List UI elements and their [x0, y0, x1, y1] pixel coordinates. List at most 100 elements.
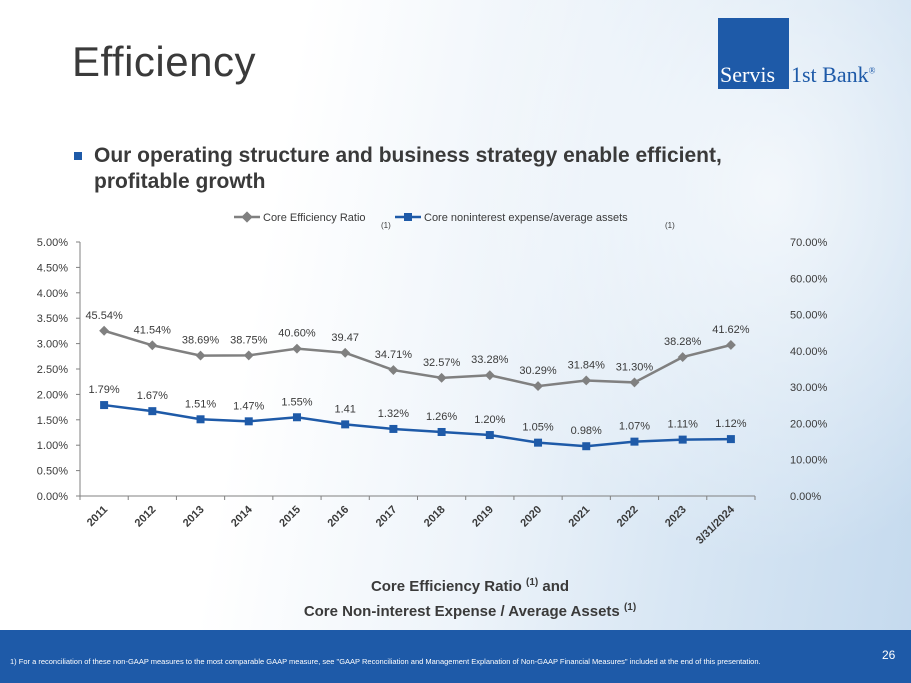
servis1st-logo: Servis 1st Bank® [718, 18, 890, 89]
data-label-core-efficiency: 41.62% [712, 324, 750, 336]
x-axis-tick-label: 2015 [277, 504, 303, 530]
left-axis-tick-label: 5.00% [37, 237, 68, 249]
right-axis-tick-label: 70.00% [790, 237, 828, 249]
caption-line-1-sup: (1) [525, 577, 539, 588]
data-point-core-efficiency [436, 372, 447, 383]
logo-text-1st-bank: 1st Bank [791, 62, 869, 87]
x-axis-tick-label: 2022 [615, 504, 641, 530]
data-point-core-efficiency [340, 347, 351, 358]
right-y-axis: 0.00% 10.00% 20.00% 30.00% 40.00% 50.00% 60.00… [790, 237, 828, 503]
chart-legend: Core Efficiency Ratio (1) Core noninterest… [234, 211, 675, 230]
right-axis-tick-label: 60.00% [790, 273, 828, 285]
data-point-noninterest [485, 431, 494, 440]
data-label-noninterest: 1.07% [619, 421, 650, 433]
left-axis-tick-label: 3.50% [37, 313, 68, 325]
left-axis-tick-label: 4.50% [37, 262, 68, 274]
data-label-noninterest: 1.20% [474, 414, 505, 426]
x-axis-tick-label: 2018 [422, 504, 448, 530]
x-axis-tick-label: 2017 [374, 504, 400, 530]
data-label-core-efficiency: 38.28% [664, 336, 702, 348]
data-label-noninterest: 1.55% [281, 396, 312, 408]
chart-series: 45.54% 41.54% 38.69% 38.75% 40.60% 39.47 34.71… [85, 310, 750, 451]
data-label-noninterest: 1.26% [426, 411, 457, 423]
data-point-core-efficiency [195, 350, 206, 361]
data-point-core-efficiency [99, 325, 110, 336]
data-point-noninterest [389, 424, 398, 433]
data-label-core-efficiency: 33.28% [471, 354, 509, 366]
logo-registered-mark: ® [868, 65, 876, 76]
data-point-core-efficiency [484, 370, 495, 381]
data-label-core-efficiency: 34.71% [375, 349, 413, 361]
data-label-core-efficiency: 30.29% [519, 365, 557, 377]
x-axis-tick-label: 2020 [518, 504, 544, 530]
series-line-core-efficiency [103, 329, 732, 388]
data-point-core-efficiency [388, 365, 399, 376]
data-label-noninterest: 1.41 [334, 403, 355, 415]
data-label-core-efficiency: 40.60% [278, 328, 316, 340]
caption-line-2-text: Core Non-interest Expense / Average Asse… [303, 603, 620, 620]
left-axis-tick-label: 0.00% [37, 491, 68, 503]
logo-text-servis: Servis [720, 62, 775, 87]
data-label-noninterest: 1.67% [137, 390, 168, 402]
legend-marker-noninterest [404, 213, 412, 221]
data-point-core-efficiency [725, 340, 736, 350]
headline-bullet: Our operating structure and business str… [94, 144, 722, 193]
data-label-noninterest: 1.51% [185, 398, 216, 410]
x-axis-tick-label: 2016 [326, 504, 352, 530]
caption-line-1: Core Efficiency Ratio (1) and [220, 572, 720, 597]
right-axis-tick-label: 30.00% [790, 382, 828, 394]
left-y-axis: 0.00% 0.50% 1.00% 1.50% 2.00% 2.50% 3.00% 3.50%… [37, 237, 81, 503]
legend-label-core-efficiency: Core Efficiency Ratio [263, 212, 366, 224]
x-axis: 2011 2012 2013 2014 2015 2016 2017 2018 2019 2020… [79, 495, 756, 547]
data-label-noninterest: 1.05% [522, 422, 553, 434]
data-point-noninterest [726, 435, 735, 444]
data-point-noninterest [630, 437, 639, 446]
data-point-core-efficiency [292, 343, 302, 354]
data-label-noninterest: 1.11% [667, 419, 698, 431]
series-line-noninterest [103, 403, 731, 448]
x-axis-tick-label: 2012 [133, 504, 159, 530]
x-axis-tick-label: 2019 [470, 504, 496, 530]
right-axis-tick-label: 10.00% [790, 455, 828, 467]
page-number: 26 [882, 648, 896, 662]
data-point-core-efficiency [243, 350, 254, 361]
logo-text-bank: 1st Bank® [791, 62, 875, 88]
footnote: 1) For a reconciliation of these non-GAA… [10, 657, 761, 666]
legend-marker-core-efficiency [241, 211, 253, 223]
data-point-noninterest [437, 427, 446, 436]
data-point-noninterest [292, 413, 301, 422]
left-axis-tick-label: 4.00% [37, 288, 68, 300]
right-axis-tick-label: 20.00% [790, 418, 828, 430]
data-point-core-efficiency [581, 375, 592, 386]
slide-title: Efficiency [72, 38, 256, 85]
data-label-core-efficiency: 31.30% [616, 361, 654, 373]
caption-line-2: Core Non-interest Expense / Average Asse… [220, 597, 720, 622]
data-label-noninterest: 1.12% [715, 418, 746, 430]
data-point-noninterest [678, 435, 687, 444]
x-axis-tick-label: 2014 [229, 503, 255, 529]
data-point-noninterest [534, 438, 543, 447]
x-axis-tick-label: 3/31/2024 [694, 503, 738, 547]
data-point-noninterest [196, 415, 205, 424]
data-point-core-efficiency [147, 340, 158, 351]
data-point-noninterest [244, 417, 253, 426]
x-axis-tick-label: 2021 [567, 504, 593, 530]
right-axis-tick-label: 0.00% [790, 491, 821, 503]
legend-label-noninterest: Core noninterest expense/average assets [424, 212, 628, 224]
x-axis-tick-label: 2011 [85, 504, 110, 529]
bullet-square-icon [74, 152, 82, 160]
data-point-core-efficiency [629, 377, 640, 388]
right-axis-tick-label: 50.00% [790, 310, 828, 322]
data-label-core-efficiency: 38.75% [230, 334, 268, 346]
x-axis-tick-label: 2023 [663, 504, 689, 530]
slide-background [0, 0, 911, 630]
footer-bar: 1) For a reconciliation of these non-GAA… [0, 630, 911, 683]
data-label-noninterest: 1.32% [378, 408, 409, 420]
data-point-core-efficiency [533, 381, 543, 392]
data-label-core-efficiency: 41.54% [134, 324, 172, 336]
legend-sup-core-efficiency: (1) [381, 221, 391, 230]
caption-line-1-text: Core Efficiency Ratio [370, 578, 522, 595]
right-axis-tick-label: 40.00% [790, 346, 828, 358]
caption-and: and [542, 578, 570, 595]
data-label-core-efficiency: 38.69% [182, 335, 220, 347]
